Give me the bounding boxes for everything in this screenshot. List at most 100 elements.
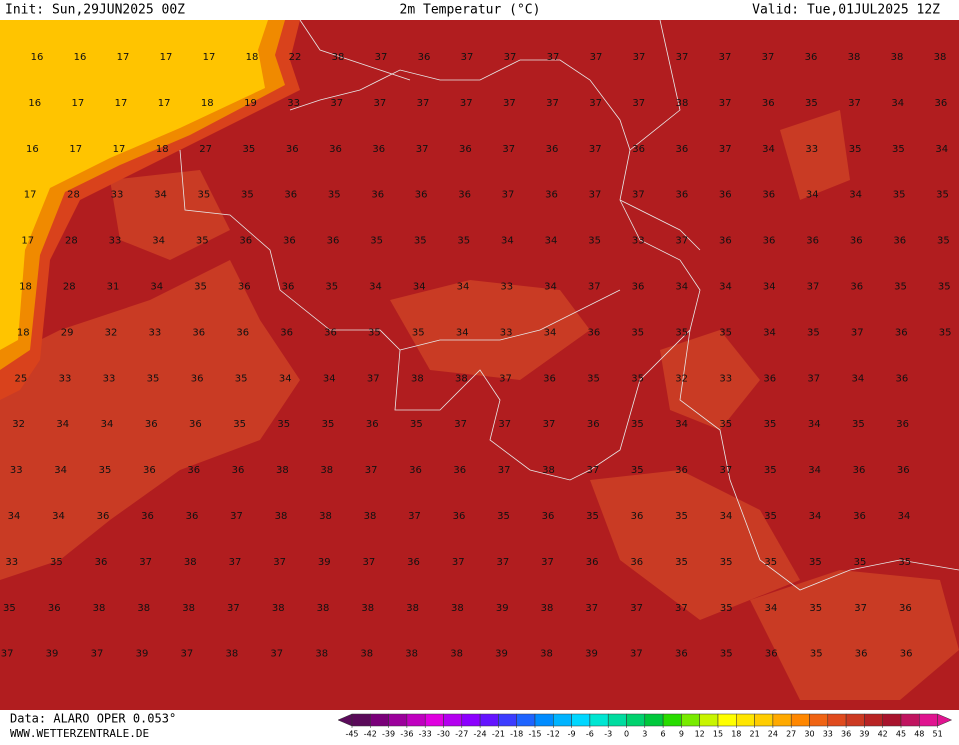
temperature-value: 36 [371, 190, 384, 201]
temperature-value: 28 [65, 236, 78, 247]
temperature-value: 32 [12, 419, 25, 430]
temperature-value: 37 [590, 52, 603, 63]
colorbar-label: -42 [364, 730, 377, 739]
temperature-value: 38 [225, 649, 238, 660]
temperature-value: 36 [806, 236, 819, 247]
colorbar-box [479, 713, 499, 727]
temperature-value: 36 [232, 465, 245, 476]
temperature-value: 33 [109, 236, 122, 247]
temperature-value: 37 [454, 419, 467, 430]
colorbar-box [406, 713, 426, 727]
temperature-value: 36 [853, 465, 866, 476]
colorbar-label: 0 [624, 730, 629, 739]
temperature-value: 35 [764, 419, 777, 430]
temperature-value: 35 [370, 236, 383, 247]
patch [660, 330, 760, 430]
temperature-value: 17 [115, 98, 128, 109]
temperature-value: 18 [19, 282, 32, 293]
temperature-value: 34 [851, 373, 864, 384]
colorbar-box [424, 713, 444, 727]
temperature-value: 34 [54, 465, 67, 476]
temperature-value: 37 [541, 557, 554, 568]
temperature-value: 36 [632, 282, 645, 293]
temperature-value: 37 [1, 649, 14, 660]
temperature-value: 37 [588, 282, 601, 293]
temperature-value: 37 [632, 98, 645, 109]
temperature-value: 37 [676, 52, 689, 63]
temperature-value: 39 [496, 603, 509, 614]
temperature-value: 37 [848, 98, 861, 109]
temperature-value: 36 [763, 236, 776, 247]
temperature-value: 36 [763, 373, 776, 384]
temperature-value: 35 [720, 557, 733, 568]
temperature-value: 34 [52, 511, 65, 522]
temperature-value: 36 [239, 236, 252, 247]
temperature-value: 35 [893, 190, 906, 201]
temperature-value: 36 [418, 52, 431, 63]
border-line [399, 289, 621, 351]
temperature-value: 34 [808, 419, 821, 430]
temperature-value: 36 [587, 419, 600, 430]
colorbar-label: 21 [750, 730, 760, 739]
temperature-value: 39 [318, 557, 331, 568]
temperature-value: 18 [17, 327, 30, 338]
temperature-value: 37 [719, 144, 732, 155]
temperature-value: 38 [455, 373, 468, 384]
warm-yellow [0, 20, 268, 350]
temperature-value: 34 [763, 282, 776, 293]
colorbar-label: 24 [768, 730, 778, 739]
temperature-value: 37 [416, 144, 429, 155]
colorbar-label: 48 [914, 730, 924, 739]
temperature-value: 36 [630, 557, 643, 568]
temperature-value: 36 [546, 144, 559, 155]
temperature-value: 37 [229, 557, 242, 568]
temperature-value: 36 [543, 373, 556, 384]
temperature-value: 36 [545, 190, 558, 201]
temperature-value: 36 [542, 511, 555, 522]
colorbar-box [772, 713, 792, 727]
temperature-value: 36 [143, 465, 156, 476]
temperature-value: 33 [10, 465, 23, 476]
temperature-value: 34 [765, 603, 778, 614]
temperature-value: 37 [498, 465, 511, 476]
temperature-value: 34 [763, 327, 776, 338]
colorbar-label: 18 [731, 730, 741, 739]
temperature-value: 38 [364, 511, 377, 522]
temperature-value: 36 [855, 649, 868, 660]
patch [390, 280, 590, 380]
colorbar-box [498, 713, 517, 727]
temperature-value: 36 [415, 190, 428, 201]
temperature-value: 39 [495, 649, 508, 660]
colorbar-label: -27 [455, 730, 468, 739]
temperature-value: 38 [315, 649, 328, 660]
temperature-value: 37 [502, 144, 515, 155]
temperature-value: 35 [936, 190, 949, 201]
colorbar-box [370, 713, 389, 727]
temperature-value: 38 [406, 603, 419, 614]
temperature-value: 28 [63, 282, 76, 293]
colorbar-box [553, 713, 572, 727]
colorbar-label: 27 [786, 730, 796, 739]
temperature-value: 35 [99, 465, 112, 476]
temperature-value: 35 [322, 419, 335, 430]
temperature-value: 36 [329, 144, 342, 155]
temperature-value: 35 [457, 236, 470, 247]
temperature-value: 37 [589, 144, 602, 155]
temperature-value: 35 [588, 236, 601, 247]
temperature-value: 37 [504, 52, 517, 63]
temperature-value: 34 [154, 190, 167, 201]
temperature-value: 17 [21, 236, 34, 247]
temperature-value: 37 [854, 603, 867, 614]
temperature-value: 35 [233, 419, 246, 430]
temperature-value: 35 [586, 511, 599, 522]
temperature-value: 36 [850, 236, 863, 247]
temperature-value: 37 [139, 557, 152, 568]
temperature-value: 37 [543, 419, 556, 430]
temperature-value: 34 [720, 511, 733, 522]
temperature-value: 35 [809, 603, 822, 614]
temperature-value: 36 [283, 236, 296, 247]
temperature-value: 36 [97, 511, 110, 522]
temperature-value: 36 [899, 603, 912, 614]
colorbar-box [882, 713, 902, 727]
colorbar-label: -39 [382, 730, 395, 739]
